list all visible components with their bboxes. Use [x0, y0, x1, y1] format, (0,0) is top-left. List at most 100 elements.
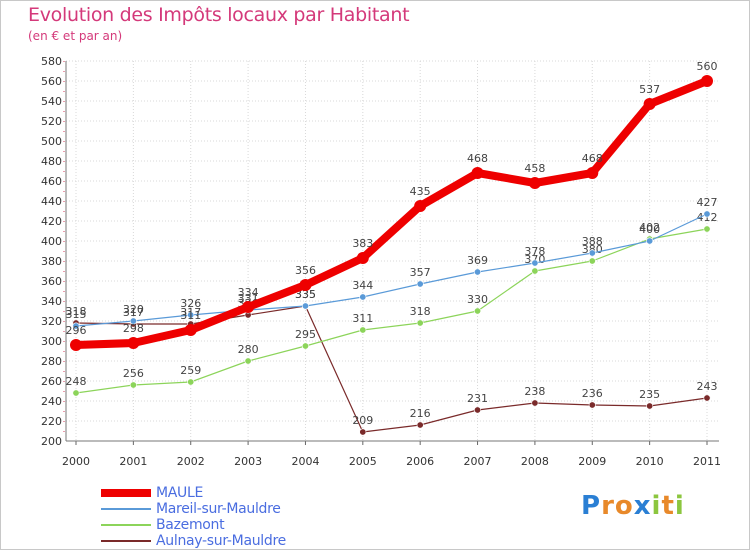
data-label-aulnay-sur-mauldre: 236: [582, 387, 603, 400]
data-label-mareil-sur-mauldre: 326: [180, 297, 201, 310]
y-tick-label: 200: [41, 435, 62, 448]
data-label-bazemont: 402: [639, 221, 660, 234]
y-tick-label: 380: [41, 255, 62, 268]
data-point-bazemont: [359, 326, 367, 334]
data-label-bazemont: 330: [467, 293, 488, 306]
y-tick-label: 260: [41, 375, 62, 388]
data-point-mareil-sur-mauldre: [474, 268, 482, 276]
x-tick-label: 2001: [119, 455, 147, 468]
data-point-bazemont: [588, 257, 596, 265]
series-line-bazemont: [75, 228, 708, 394]
data-point-maule: [701, 75, 713, 87]
y-tick-label: 420: [41, 215, 62, 228]
data-point-mareil-sur-mauldre: [703, 210, 711, 218]
y-tick-label: 460: [41, 175, 62, 188]
data-point-maule: [643, 98, 656, 110]
logo-letter: i: [674, 491, 685, 521]
logo-letter: x: [633, 491, 652, 521]
logo-letter: t: [661, 491, 675, 521]
legend-label: Bazemont: [156, 517, 225, 533]
data-point-maule: [184, 324, 197, 336]
logo-letter: i: [651, 491, 662, 521]
data-label-aulnay-sur-mauldre: 238: [524, 385, 545, 398]
data-label-bazemont: 311: [352, 312, 373, 325]
y-tick-label: 580: [41, 55, 62, 68]
chart-subtitle: (en € et par an): [28, 29, 123, 43]
data-point-bazemont: [187, 378, 195, 386]
data-point-mareil-sur-mauldre: [646, 237, 654, 245]
data-label-maule: 356: [295, 264, 316, 277]
data-label-aulnay-sur-mauldre: 318: [66, 305, 87, 318]
data-label-bazemont: 248: [66, 375, 87, 388]
data-label-mareil-sur-mauldre: 357: [410, 266, 431, 279]
data-point-aulnay-sur-mauldre: [703, 394, 711, 402]
data-point-mareil-sur-mauldre: [531, 259, 539, 267]
legend-swatch: [101, 508, 151, 510]
x-tick-label: 2002: [177, 455, 205, 468]
legend-item: Mareil-sur-Mauldre: [101, 501, 361, 517]
x-tick-label: 2003: [234, 455, 262, 468]
data-label-maule: 298: [123, 322, 144, 335]
series-line-mareil-sur-mauldre: [75, 213, 708, 327]
x-tick-label: 2000: [62, 455, 90, 468]
data-point-bazemont: [703, 225, 711, 233]
data-label-maule: 296: [66, 324, 87, 337]
data-point-maule: [471, 167, 484, 179]
x-tick-label: 2010: [636, 455, 664, 468]
series-line-maule: [72, 77, 711, 349]
data-label-aulnay-sur-mauldre: 317: [123, 306, 144, 319]
y-tick-label: 280: [41, 355, 62, 368]
data-label-aulnay-sur-mauldre: 235: [639, 388, 660, 401]
x-tick-label: 2009: [578, 455, 606, 468]
data-label-aulnay-sur-mauldre: 216: [410, 407, 431, 420]
data-point-bazemont: [416, 319, 424, 327]
legend-label: MAULE: [156, 485, 204, 501]
data-label-mareil-sur-mauldre: 344: [352, 279, 373, 292]
y-tick-label: 500: [41, 135, 62, 148]
data-point-maule: [414, 200, 427, 212]
x-tick-label: 2006: [406, 455, 434, 468]
data-point-bazemont: [301, 342, 309, 350]
legend-swatch: [101, 540, 151, 542]
logo-letter: r: [601, 491, 615, 521]
data-label-bazemont: 280: [238, 343, 259, 356]
data-point-mareil-sur-mauldre: [359, 293, 367, 301]
data-point-maule: [586, 167, 599, 179]
x-tick-label: 2005: [349, 455, 377, 468]
logo-letter: o: [614, 491, 634, 521]
legend-item: MAULE: [101, 485, 361, 501]
data-point-mareil-sur-mauldre: [588, 249, 596, 257]
data-label-maule: 537: [639, 83, 660, 96]
data-label-maule: 435: [410, 185, 431, 198]
data-point-bazemont: [72, 389, 80, 397]
y-tick-label: 560: [41, 75, 62, 88]
data-point-bazemont: [531, 267, 539, 275]
data-label-mareil-sur-mauldre: 378: [524, 245, 545, 258]
data-point-aulnay-sur-mauldre: [531, 399, 539, 407]
data-point-maule: [70, 339, 82, 351]
data-point-maule: [356, 252, 369, 264]
data-point-maule: [127, 337, 140, 349]
data-label-mareil-sur-mauldre: 400: [639, 223, 660, 236]
plot-area: [66, 61, 719, 441]
data-point-mareil-sur-mauldre: [72, 322, 80, 330]
series-line-aulnay-sur-mauldre: [75, 305, 708, 433]
data-point-maule: [528, 177, 541, 189]
x-tick-label: 2008: [521, 455, 549, 468]
legend-swatch: [101, 489, 151, 497]
data-label-mareil-sur-mauldre: 315: [66, 308, 87, 321]
data-point-mareil-sur-mauldre: [416, 280, 424, 288]
data-point-aulnay-sur-mauldre: [588, 401, 596, 409]
data-label-maule: 468: [467, 152, 488, 165]
y-tick-label: 540: [41, 95, 62, 108]
data-label-aulnay-sur-mauldre: 209: [352, 414, 373, 427]
data-point-maule: [242, 301, 255, 313]
data-label-mareil-sur-mauldre: 427: [697, 196, 718, 209]
y-tick-label: 340: [41, 295, 62, 308]
data-label-mareil-sur-mauldre: 388: [582, 235, 603, 248]
logo-letter: P: [581, 491, 602, 521]
data-point-mareil-sur-mauldre: [129, 317, 137, 325]
data-label-mareil-sur-mauldre: 320: [123, 303, 144, 316]
